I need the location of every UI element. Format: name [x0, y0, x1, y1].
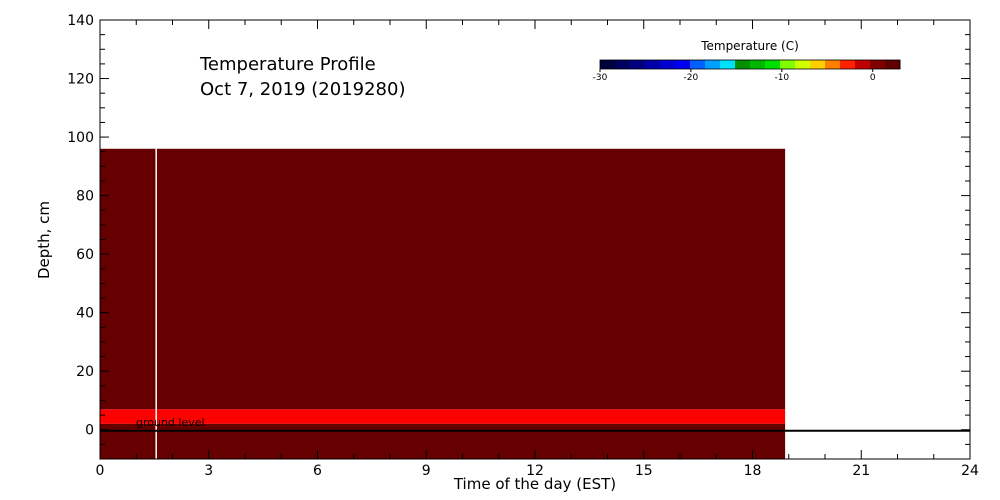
x-axis-label: Time of the day (EST)	[453, 475, 616, 493]
x-tick-label: 9	[422, 463, 431, 479]
colorbar-swatch	[795, 60, 811, 69]
colorbar-swatch	[735, 60, 751, 69]
ground-level-label: ground level	[136, 416, 205, 429]
x-tick-label: 21	[852, 463, 870, 479]
colorbar-swatch	[870, 60, 886, 69]
x-tick-label: 18	[744, 463, 762, 479]
colorbar-swatch	[825, 60, 841, 69]
heatmap-layer-2	[100, 423, 786, 459]
colorbar-swatch	[645, 60, 661, 69]
chart-subtitle: Oct 7, 2019 (2019280)	[200, 79, 405, 100]
colorbar-tick-label: 0	[870, 73, 876, 83]
colorbar-tick-label: -30	[593, 73, 608, 83]
colorbar-swatch	[705, 60, 721, 69]
colorbar-swatch	[630, 60, 646, 69]
colorbar-swatch	[615, 60, 631, 69]
colorbar-swatch	[780, 60, 796, 69]
colorbar-swatch	[765, 60, 781, 69]
x-tick-label: 15	[635, 463, 653, 479]
y-tick-label: 120	[67, 72, 94, 88]
colorbar-swatch	[810, 60, 826, 69]
axes: 0 3 6 9 12 15 18 21 24 0 20 40 60 80 100 120 140	[67, 13, 979, 479]
x-tick-label: 3	[204, 463, 213, 479]
colorbar-tick-label: -20	[684, 73, 699, 83]
colorbar-frame	[599, 59, 901, 70]
colorbar: -30 -20 -10 0	[593, 59, 901, 83]
x-tick-label: 12	[526, 463, 544, 479]
heatmap-layer-1	[100, 148, 786, 410]
y-tick-label: 80	[76, 189, 94, 205]
x-tick-label: 24	[961, 463, 979, 479]
colorbar-swatch	[720, 60, 736, 69]
colorbar-tick-label: -10	[774, 73, 789, 83]
colorbar-swatch	[855, 60, 871, 69]
plot-area	[100, 148, 970, 459]
colorbar-swatch	[750, 60, 766, 69]
colorbar-swatch	[675, 60, 691, 69]
colorbar-swatch	[885, 60, 901, 69]
colorbar-swatch	[660, 60, 676, 69]
colorbar-swatch	[840, 60, 856, 69]
y-tick-label: 0	[85, 423, 94, 439]
colorbar-swatch	[600, 60, 616, 69]
chart-title: Temperature Profile	[199, 54, 376, 75]
colorbar-swatch	[690, 60, 706, 69]
y-tick-label: 20	[76, 364, 94, 380]
heatmap-layer-0	[100, 409, 786, 424]
y-axis-label: Depth, cm	[35, 201, 53, 279]
x-tick-label: 6	[313, 463, 322, 479]
y-tick-label: 40	[76, 306, 94, 322]
y-tick-label: 100	[67, 130, 94, 146]
x-tick-label: 0	[96, 463, 105, 479]
y-tick-label: 140	[67, 13, 94, 29]
colorbar-title: Temperature (C)	[700, 39, 799, 53]
y-tick-label: 60	[76, 247, 94, 263]
